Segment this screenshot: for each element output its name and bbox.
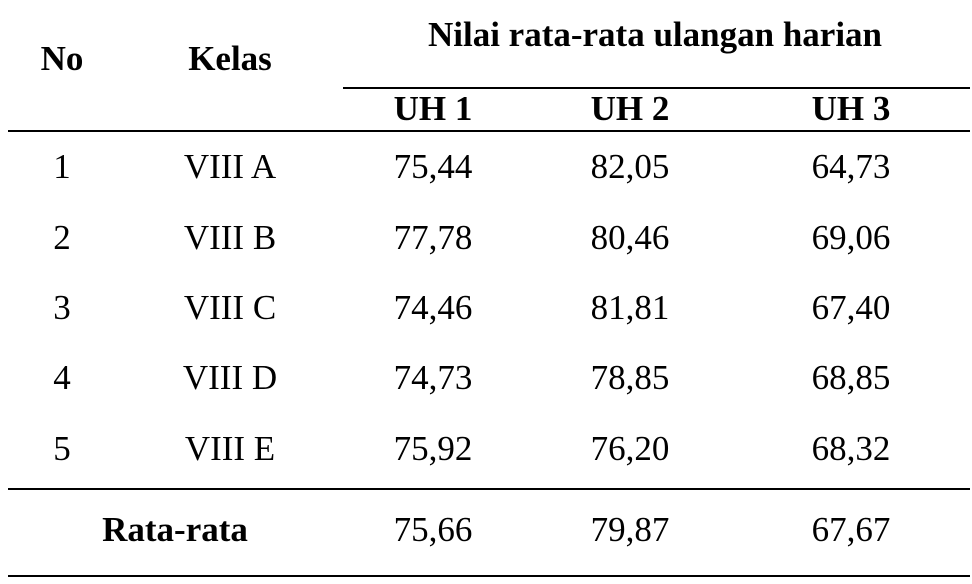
header-kelas: Kelas xyxy=(188,39,272,78)
cell: 67,40 xyxy=(812,288,891,327)
footer-value: 75,66 xyxy=(394,510,473,549)
cell: VIII B xyxy=(184,218,276,257)
cell: 80,46 xyxy=(591,218,670,257)
cell: 4 xyxy=(53,358,71,397)
cell: 76,20 xyxy=(591,429,670,468)
cell: VIII E xyxy=(185,429,275,468)
cell: 5 xyxy=(53,429,71,468)
header-column: UH 3 xyxy=(812,89,891,128)
header-group: Nilai rata-rata ulangan harian xyxy=(428,15,882,54)
cell: VIII A xyxy=(184,147,277,186)
cell: VIII C xyxy=(184,288,276,327)
footer-label: Rata-rata xyxy=(102,510,248,549)
footer-value: 79,87 xyxy=(591,510,670,549)
header-no: No xyxy=(41,39,84,78)
cell: 75,44 xyxy=(394,147,473,186)
cell: 77,78 xyxy=(394,218,473,257)
cell: 81,81 xyxy=(591,288,670,327)
cell: 68,85 xyxy=(812,358,891,397)
cell: VIII D xyxy=(183,358,277,397)
cell: 74,73 xyxy=(394,358,473,397)
cell: 1 xyxy=(53,147,71,186)
cell: 75,92 xyxy=(394,429,473,468)
header-column: UH 2 xyxy=(591,89,670,128)
header-column: UH 1 xyxy=(394,89,473,128)
cell: 78,85 xyxy=(591,358,670,397)
cell: 69,06 xyxy=(812,218,891,257)
cell: 3 xyxy=(53,288,71,327)
cell: 64,73 xyxy=(812,147,891,186)
footer-value: 67,67 xyxy=(812,510,891,549)
cell: 2 xyxy=(53,218,71,257)
cell: 68,32 xyxy=(812,429,891,468)
cell: 82,05 xyxy=(591,147,670,186)
cell: 74,46 xyxy=(394,288,473,327)
